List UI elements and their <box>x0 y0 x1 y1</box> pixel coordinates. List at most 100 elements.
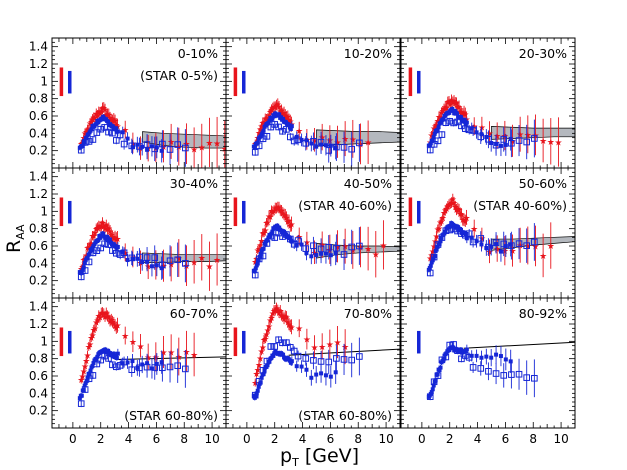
red-star-point: ★ <box>92 319 100 329</box>
blue-filled-square <box>257 254 262 259</box>
blue-open-square <box>182 365 189 373</box>
red-star-point: ★ <box>101 313 109 323</box>
red-star-point: ★ <box>432 121 440 131</box>
blue-filled-square <box>508 359 513 364</box>
blue-filled-square <box>323 143 328 148</box>
blue-filled-square <box>115 351 120 356</box>
red-star-point: ★ <box>284 318 292 328</box>
blue-filled-square <box>254 391 259 396</box>
blue-filled-square <box>159 148 164 153</box>
red-star-point: ★ <box>364 245 372 255</box>
red-star-point: ★ <box>88 115 96 125</box>
red-star-point: ★ <box>449 98 457 108</box>
blue-filled-square <box>140 362 145 367</box>
red-star-point: ★ <box>260 336 268 346</box>
red-star-point: ★ <box>427 132 435 142</box>
red-systematic-bar <box>59 197 64 227</box>
blue-filled-square <box>319 371 324 376</box>
y-tick-label: 1.4 <box>29 40 48 54</box>
blue-filled-square <box>434 247 439 252</box>
red-star-point: ★ <box>463 214 471 224</box>
red-star-point: ★ <box>182 348 190 358</box>
red-star-point: ★ <box>106 114 114 124</box>
blue-systematic-bar <box>242 70 246 94</box>
blue-open-square <box>325 147 333 154</box>
blue-filled-square <box>253 393 258 398</box>
red-star-point: ★ <box>121 126 129 136</box>
blue-filled-square <box>474 130 479 135</box>
blue-filled-square <box>503 357 508 362</box>
red-star-point: ★ <box>275 103 283 113</box>
red-star-point: ★ <box>92 110 100 120</box>
red-star-point: ★ <box>255 245 263 255</box>
blue-filled-square <box>262 368 267 373</box>
red-star-point: ★ <box>446 100 454 110</box>
red-star-point: ★ <box>256 125 264 135</box>
red-star-point: ★ <box>129 338 137 348</box>
blue-filled-square <box>140 260 145 265</box>
blue-open-square <box>492 141 500 149</box>
red-star-point: ★ <box>275 204 283 214</box>
red-star-point: ★ <box>213 256 221 266</box>
red-star-point: ★ <box>281 211 289 221</box>
blue-filled-square <box>261 246 266 251</box>
blue-open-square <box>275 123 282 131</box>
red-systematic-bar <box>233 67 238 97</box>
red-star-point: ★ <box>152 353 160 363</box>
blue-open-square <box>508 371 515 378</box>
blue-open-square <box>290 347 298 355</box>
red-star-point: ★ <box>109 117 117 127</box>
red-star-point: ★ <box>205 263 213 273</box>
blue-open-square <box>283 339 290 346</box>
y-tick-label: 0.2 <box>29 144 48 158</box>
blue-filled-square <box>115 129 120 134</box>
panel-6: ★★★★★★★★★★★★★★★★★★★★★★★★★★★★★★★★ ★ ★ ★★ ★ ★★★… <box>400 167 576 299</box>
blue-filled-square <box>503 244 508 249</box>
blue-open-square <box>283 126 290 133</box>
x-axis-title-unit: [GeV] <box>299 445 359 467</box>
blue-filled-square <box>438 365 443 370</box>
blue-filled-square <box>269 355 274 360</box>
blue-open-square <box>462 352 469 359</box>
red-star-point: ★ <box>286 322 294 332</box>
x-tick-label: 2 <box>446 432 454 446</box>
red-star-point: ★ <box>470 225 478 235</box>
blue-open-square <box>89 136 97 143</box>
blue-open-square <box>174 256 181 264</box>
red-star-point: ★ <box>447 199 455 209</box>
red-star-point: ★ <box>205 139 213 149</box>
blue-filled-square <box>508 242 513 247</box>
red-star-point: ★ <box>272 205 280 215</box>
blue-filled-square <box>474 239 479 244</box>
panel-star-note: (STAR 60-80%) <box>298 408 392 423</box>
blue-open-square <box>77 273 85 281</box>
red-star-point: ★ <box>459 216 467 226</box>
blue-filled-square <box>125 258 130 263</box>
red-star-point: ★ <box>107 316 115 326</box>
blue-open-square <box>279 127 286 135</box>
panel-plot-area: ★★★★★★★★★★★★★★★★★★★★★★★★★★★★★★★★★★★★★★★★… <box>233 197 400 279</box>
blue-filled-square <box>314 253 319 258</box>
red-star-point: ★ <box>456 108 464 118</box>
blue-open-square <box>120 249 128 257</box>
blue-filled-square <box>427 265 432 270</box>
blue-filled-square <box>255 388 260 393</box>
blue-open-square <box>500 240 508 248</box>
blue-filled-square <box>289 359 294 364</box>
panel-star-note: (STAR 40-60%) <box>473 198 567 213</box>
red-star-point: ★ <box>310 344 318 354</box>
blue-open-square <box>348 243 355 251</box>
blue-open-square <box>462 125 469 132</box>
red-star-point: ★ <box>110 319 118 329</box>
blue-open-square <box>85 375 93 383</box>
blue-open-square <box>426 269 434 277</box>
blue-filled-square <box>438 120 443 125</box>
red-star-point: ★ <box>175 143 183 153</box>
red-star-point: ★ <box>190 351 198 361</box>
red-systematic-bar <box>233 327 238 357</box>
y-axis-title: RAA <box>3 224 27 253</box>
blue-open-square <box>438 131 446 138</box>
blue-open-square <box>317 358 325 365</box>
blue-open-square <box>442 353 450 361</box>
